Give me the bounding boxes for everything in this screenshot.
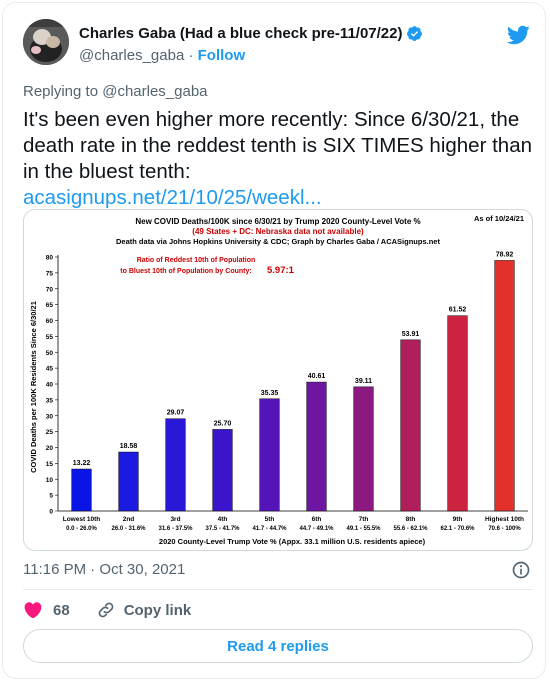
y-tick-label: 25: [46, 429, 54, 436]
author-handle[interactable]: @charles_gaba: [79, 47, 185, 64]
verified-badge-icon: [407, 26, 423, 41]
chart-annotation-line1: Ratio of Reddest 10th of Population: [137, 257, 256, 264]
x-tick-range: 31.6 - 37.5%: [158, 526, 193, 532]
bar-value-label: 61.52: [449, 307, 467, 314]
chart-bars: 13.22 Lowest 10th 0.0 - 26.0% 18.58 2nd 26.0 …: [63, 251, 524, 532]
y-tick-label: 40: [46, 382, 54, 389]
bar: [259, 398, 280, 512]
bar-value-label: 78.92: [496, 251, 514, 258]
link-icon: [98, 602, 114, 618]
bar: [118, 451, 139, 512]
bar-value-label: 13.22: [73, 460, 91, 467]
like-count[interactable]: 68: [53, 601, 70, 619]
bar: [71, 468, 92, 512]
tweet-text: It's been even higher more recently: Sin…: [23, 108, 533, 183]
y-tick-label: 20: [46, 445, 54, 452]
bar-value-label: 40.61: [308, 373, 326, 380]
chart-ylabel: COVID Deaths per 100K Residents Since 6/…: [29, 301, 38, 473]
chart-image[interactable]: New COVID Deaths/100K since 6/30/21 by T…: [23, 209, 533, 551]
bar-value-label: 29.07: [167, 410, 185, 417]
bar-value-label: 53.91: [402, 331, 420, 338]
chart-source: Death data via Johns Hopkins University …: [116, 237, 440, 246]
follow-button[interactable]: Follow: [197, 47, 246, 64]
y-tick-label: 65: [46, 302, 54, 309]
bar: [212, 429, 233, 512]
copy-link-label: Copy link: [123, 601, 192, 619]
x-tick-label: 4th: [218, 516, 228, 523]
avatar[interactable]: [23, 19, 69, 65]
avatar-image: [23, 19, 69, 65]
bar: [494, 260, 515, 512]
copy-link-button[interactable]: Copy link: [96, 600, 192, 620]
y-tick-label: 55: [46, 334, 54, 341]
x-tick-range: 55.6 - 62.1%: [393, 526, 428, 532]
y-tick-label: 15: [46, 461, 54, 468]
chart-xlabel: 2020 County-Level Trump Vote % (Appx. 33…: [159, 537, 426, 546]
x-tick-range: 70.6 - 100%: [488, 526, 521, 532]
x-tick-label: 2nd: [123, 516, 135, 523]
chart-date-note: As of 10/24/21: [474, 214, 524, 223]
x-tick-range: 49.1 - 55.5%: [346, 526, 381, 532]
y-tick-label: 80: [46, 255, 54, 262]
x-tick-label: 9th: [453, 516, 463, 523]
heart-icon[interactable]: [23, 600, 43, 620]
bar-value-label: 35.35: [261, 390, 279, 397]
read-replies-button[interactable]: Read 4 replies: [23, 629, 533, 663]
x-tick-label: 6th: [312, 516, 322, 523]
x-tick-label: 5th: [265, 516, 275, 523]
bar: [447, 315, 468, 512]
y-tick-label: 45: [46, 366, 54, 373]
handle-row: @charles_gaba · Follow: [79, 47, 245, 64]
tweet-text-block: It's been even higher more recently: Sin…: [23, 107, 535, 211]
y-tick-label: 35: [46, 397, 54, 404]
bar: [353, 386, 374, 512]
chart-axes: 0 5 10 15 20 25 30 35 40 45 50 55 60 65 70 75 80: [46, 255, 528, 516]
bar: [400, 339, 421, 512]
chart-subtitle: (49 States + DC: Nebraska data not avail…: [192, 227, 364, 236]
y-tick-label: 60: [46, 318, 54, 325]
x-tick-range: 62.1 - 70.6%: [440, 526, 475, 532]
chart-annotation-value: 5.97:1: [267, 265, 295, 276]
y-tick-label: 50: [46, 350, 54, 357]
tweet-link[interactable]: acasignups.net/21/10/25/weekl...: [23, 186, 322, 209]
bar-value-label: 18.58: [120, 443, 138, 450]
x-tick-range: 37.5 - 41.7%: [205, 526, 240, 532]
tweet-timestamp[interactable]: 11:16 PM · Oct 30, 2021: [23, 561, 186, 578]
action-bar: 68 Copy link: [23, 599, 191, 621]
bar-value-label: 39.11: [355, 378, 372, 385]
x-tick-label: 7th: [359, 516, 369, 523]
y-tick-label: 70: [46, 286, 54, 293]
chart-title: New COVID Deaths/100K since 6/30/21 by T…: [135, 217, 420, 226]
bar-chart: New COVID Deaths/100K since 6/30/21 by T…: [29, 214, 528, 546]
divider: [23, 589, 533, 590]
x-tick-label: 8th: [406, 516, 416, 523]
bar: [165, 418, 186, 512]
x-tick-label: Highest 10th: [485, 516, 524, 523]
x-tick-label: 3rd: [170, 516, 180, 523]
replying-to: Replying to @charles_gaba: [23, 83, 208, 100]
y-tick-label: 5: [49, 493, 53, 500]
x-tick-range: 26.0 - 31.6%: [111, 526, 146, 532]
x-tick-range: 41.7 - 44.7%: [252, 526, 287, 532]
info-icon[interactable]: [511, 560, 531, 580]
y-tick-label: 30: [46, 413, 54, 420]
twitter-bird-icon[interactable]: [506, 23, 530, 47]
author-name[interactable]: Charles Gaba (Had a blue check pre-11/07…: [79, 25, 403, 42]
x-tick-range: 0.0 - 26.0%: [66, 526, 97, 532]
handle-separator: ·: [188, 47, 194, 64]
x-tick-label: Lowest 10th: [63, 516, 101, 523]
x-tick-range: 44.7 - 49.1%: [299, 526, 334, 532]
y-tick-label: 0: [49, 509, 53, 516]
y-tick-label: 75: [46, 270, 54, 277]
author-row: Charles Gaba (Had a blue check pre-11/07…: [79, 25, 423, 42]
chart-annotation-line2: to Bluest 10th of Population by County:: [120, 268, 251, 275]
bar: [306, 381, 327, 512]
y-tick-label: 10: [46, 477, 54, 484]
bar-value-label: 25.70: [214, 420, 232, 427]
